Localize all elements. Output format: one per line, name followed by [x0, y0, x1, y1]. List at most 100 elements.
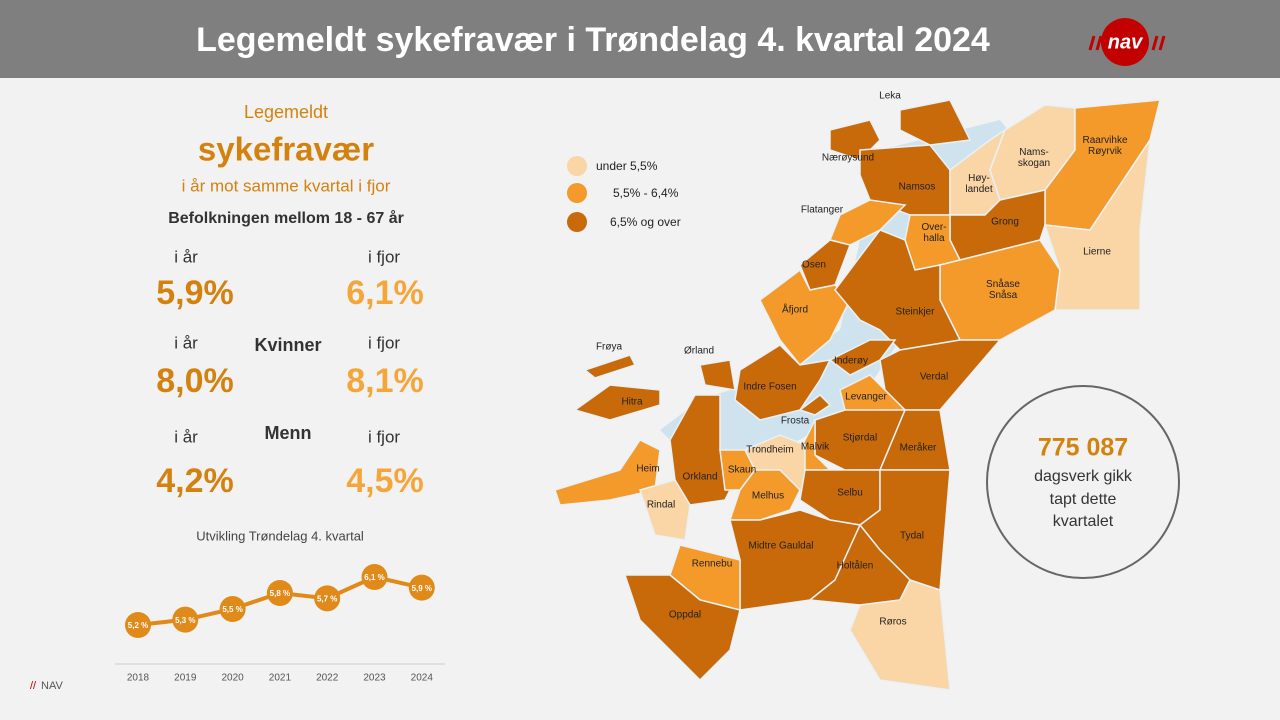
- title-bar: [0, 0, 1280, 78]
- municipality-label: Osen: [802, 260, 826, 271]
- x-tick-label: 2018: [127, 673, 150, 684]
- point: [219, 596, 246, 622]
- municipality-label: Raarvihke: [1082, 135, 1127, 146]
- value-label: 5,9 %: [412, 584, 432, 593]
- municipality-label: Verdal: [920, 372, 948, 383]
- municipality-label: skogan: [1018, 158, 1050, 169]
- value-label: 5,2 %: [128, 621, 148, 630]
- municipality-label: Inderøy: [834, 356, 868, 367]
- municipality-label: Leka: [879, 91, 901, 102]
- last-year-value: 4,5%: [346, 462, 424, 500]
- point: [172, 606, 199, 633]
- municipality-label: Orkland: [682, 472, 717, 483]
- x-tick-label: 2024: [411, 673, 434, 684]
- title: Legemeldt sykefravær i Trøndelag 4. kvar…: [196, 21, 990, 59]
- this-year-label: i år: [174, 247, 198, 266]
- municipality-label: Heim: [636, 464, 659, 475]
- municipality-label: Stjørdal: [843, 433, 877, 444]
- municipality-label: Oppdal: [669, 610, 701, 621]
- municipality-label: Melhus: [752, 491, 784, 502]
- municipality-label: halla: [923, 233, 945, 244]
- value-label: 5,7 %: [317, 594, 337, 603]
- footer-text: NAV: [41, 680, 63, 692]
- municipality-label: Rindal: [647, 500, 675, 511]
- municipality-label: Hitra: [621, 397, 643, 408]
- municipality-label: Steinkjer: [896, 307, 936, 318]
- municipality-label: Meråker: [900, 442, 937, 454]
- x-tick-label: 2023: [363, 673, 386, 684]
- municipality: [834, 229, 962, 351]
- municipality-label: Røros: [879, 617, 906, 628]
- municipality-label: Trondheim: [746, 445, 793, 456]
- municipality: [849, 579, 951, 691]
- municipality: [734, 344, 832, 421]
- municipality: [573, 384, 661, 421]
- group-label: Kvinner: [254, 335, 321, 355]
- legend-swatch: [567, 212, 587, 232]
- group-label: Menn: [265, 423, 312, 443]
- municipality-label: Skaun: [728, 465, 756, 476]
- x-tick-label: 2021: [269, 673, 292, 684]
- municipality-label: Malvik: [801, 442, 830, 453]
- footer-mark: //: [30, 680, 37, 692]
- legend-label: 5,5% - 6,4%: [613, 186, 679, 200]
- municipality-label: Snåase: [986, 278, 1020, 290]
- municipality-label: Indre Fosen: [743, 382, 796, 393]
- municipality-label: Nærøysund: [822, 153, 874, 164]
- last-year-label: i fjor: [368, 427, 400, 446]
- municipality-label: Frosta: [781, 416, 810, 427]
- point: [125, 612, 151, 638]
- last-year-value: 6,1%: [346, 274, 424, 312]
- municipality-label: Over-: [922, 222, 947, 233]
- municipality-label: Levanger: [845, 392, 887, 403]
- municipality-label: Høy-: [968, 173, 990, 184]
- municipality-label: Rennebu: [692, 559, 733, 570]
- callout-line: tapt dette: [1050, 491, 1117, 508]
- municipality: [583, 354, 637, 379]
- x-tick-label: 2022: [316, 673, 339, 684]
- last-year-label: i fjor: [368, 247, 400, 266]
- summary-line: sykefravær: [198, 131, 374, 168]
- legend-swatch: [567, 183, 587, 203]
- municipality: [554, 439, 661, 506]
- x-tick-label: 2019: [174, 673, 197, 684]
- municipality: [828, 339, 897, 376]
- value-label: 5,3 %: [175, 616, 195, 625]
- municipality-label: Midtre Gauldal: [748, 541, 813, 552]
- callout-line: kvartalet: [1053, 513, 1114, 530]
- this-year-value: 5,9%: [156, 274, 234, 312]
- chart-title: Utvikling Trøndelag 4. kvartal: [196, 528, 364, 543]
- municipality-label: Ørland: [684, 346, 714, 357]
- x-tick-label: 2020: [221, 673, 244, 684]
- legend-label: under 5,5%: [596, 159, 658, 173]
- value-label: 5,8 %: [270, 589, 290, 598]
- summary-line: Legemeldt: [244, 102, 328, 122]
- municipality-label: Nams-: [1019, 147, 1048, 158]
- municipality-label: landet: [965, 184, 992, 195]
- municipality: [639, 479, 691, 541]
- point: [361, 564, 388, 590]
- legend-label: 6,5% og over: [610, 215, 681, 229]
- this-year-label: i år: [174, 333, 198, 352]
- callout-circle: [986, 385, 1180, 579]
- last-year-value: 8,1%: [346, 362, 424, 400]
- this-year-value: 4,2%: [156, 462, 234, 500]
- municipality: [699, 359, 736, 391]
- municipality-label: Lierne: [1083, 247, 1111, 258]
- this-year-label: i år: [174, 427, 198, 446]
- point: [408, 574, 435, 601]
- legend-swatch: [567, 156, 587, 176]
- municipality-label: Røyrvik: [1088, 146, 1123, 157]
- last-year-label: i fjor: [368, 333, 400, 352]
- municipality-label: Grong: [991, 217, 1019, 228]
- value-label: 6,1 %: [364, 573, 384, 582]
- municipality: [798, 394, 832, 416]
- municipality: [623, 574, 741, 682]
- municipality: [1043, 139, 1151, 311]
- municipality-label: Åfjord: [782, 303, 808, 316]
- municipality-label: Flatanger: [801, 205, 844, 216]
- municipality-label: Holtålen: [837, 560, 874, 572]
